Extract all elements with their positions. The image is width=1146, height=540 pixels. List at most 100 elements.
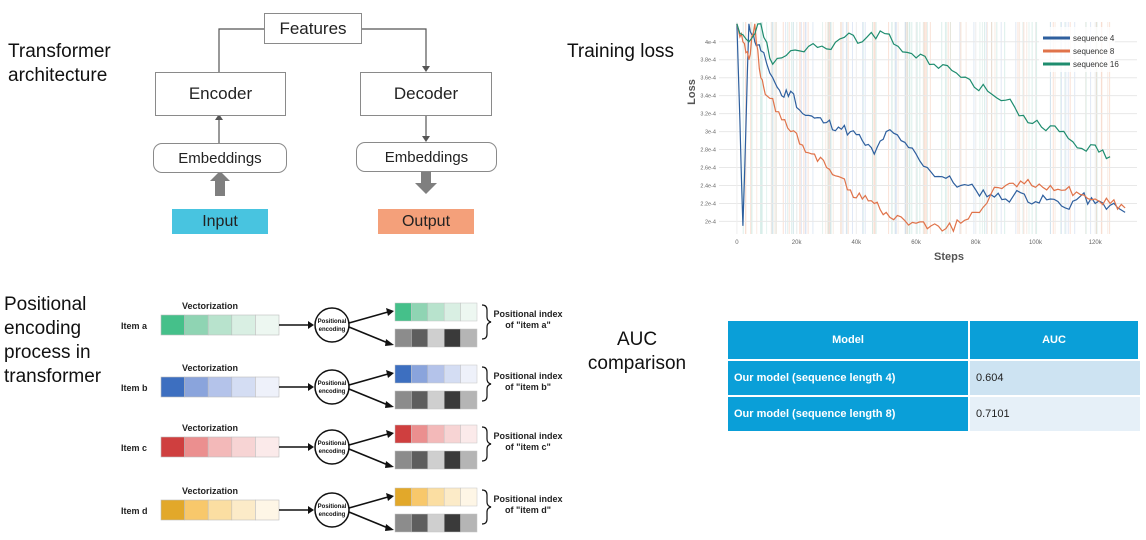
encoded-cell	[460, 364, 478, 384]
input-box: Input	[172, 209, 268, 234]
positional-index-label: Positional index	[493, 494, 562, 504]
position-cell	[411, 390, 429, 410]
brace-icon	[481, 489, 492, 525]
decoder-box: Decoder	[360, 72, 492, 116]
position-cell	[394, 513, 412, 533]
positional-row: Vectorization Item c Positional encoding Pos…	[121, 423, 563, 470]
y-axis-label: Loss	[686, 79, 698, 105]
item-label: Item a	[121, 321, 148, 331]
brace-icon	[481, 426, 492, 462]
encoding-node-label: encoding	[319, 512, 346, 518]
position-cell	[427, 390, 445, 410]
item-label: Item b	[121, 383, 148, 393]
y-tick-label: 2e-4	[705, 219, 716, 225]
series-line	[736, 23, 1111, 160]
encoding-node-label: encoding	[319, 389, 346, 395]
encoded-cell	[411, 364, 429, 384]
position-cell	[443, 390, 461, 410]
position-cell	[411, 450, 429, 470]
vector-cell	[207, 376, 233, 398]
x-tick-label: 100k	[1029, 240, 1043, 246]
vector-cell	[255, 499, 280, 521]
vector-cell	[184, 376, 209, 398]
position-cell	[460, 328, 478, 348]
y-tick-label: 3.6e-4	[700, 76, 716, 82]
position-cell	[411, 328, 429, 348]
x-tick-label: 0	[735, 240, 739, 246]
vectorization-label: Vectorization	[182, 423, 238, 433]
vector-cell	[255, 314, 280, 336]
y-tick-label: 3.4e-4	[700, 94, 716, 100]
encoding-node-label: Positional	[318, 381, 347, 387]
arrow-icon	[308, 321, 314, 329]
vector-cell	[231, 314, 256, 336]
vector-cell	[255, 376, 280, 398]
x-tick-label: 60k	[911, 240, 922, 246]
features-box: Features	[264, 13, 362, 44]
encoding-node-label: Positional	[318, 441, 347, 447]
vectorization-label: Vectorization	[182, 363, 238, 373]
brace-icon	[481, 366, 492, 402]
position-cell	[427, 450, 445, 470]
series-line	[736, 23, 1126, 226]
y-tick-label: 2.2e-4	[700, 201, 716, 207]
output-arrow-icon	[415, 171, 437, 194]
encoder-box: Encoder	[155, 72, 286, 116]
position-cell	[443, 450, 461, 470]
x-axis-label: Steps	[934, 251, 964, 263]
encoded-cell	[427, 364, 445, 384]
encoded-cell	[411, 424, 429, 444]
positional-row: Vectorization Item b Positional encoding Pos…	[121, 363, 563, 410]
position-cell	[394, 328, 412, 348]
vector-cell	[160, 436, 185, 458]
y-tick-label: 2.8e-4	[700, 148, 716, 154]
positional-index-of: of "item a"	[505, 320, 551, 330]
y-tick-label: 3.8e-4	[700, 58, 716, 64]
table-row: Our model (sequence length 8) 0.7101	[728, 395, 1140, 431]
architecture-title: Transformer architecture	[8, 41, 111, 86]
position-cell	[443, 513, 461, 533]
item-label: Item d	[121, 506, 148, 516]
auc-table-header: Model AUC	[728, 321, 1140, 359]
vector-cell	[184, 436, 209, 458]
positional-encoding-diagram: Vectorization Item a Positional encoding Pos…	[121, 301, 563, 533]
position-cell	[411, 513, 429, 533]
vector-cell	[231, 436, 256, 458]
arrow-icon	[308, 506, 314, 514]
brace-icon	[481, 304, 492, 340]
auc-row-value: 0.604	[970, 359, 1140, 395]
encoded-cell	[427, 302, 445, 322]
encoded-cell	[460, 424, 478, 444]
positional-row: Vectorization Item d Positional encoding Pos…	[121, 486, 563, 533]
auc-row-model: Our model (sequence length 4)	[728, 359, 970, 395]
table-row: Our model (sequence length 4) 0.604	[728, 359, 1140, 395]
y-tick-label: 2.6e-4	[700, 166, 716, 172]
encoded-cell	[443, 487, 461, 507]
positional-index-of: of "item b"	[505, 382, 551, 392]
y-tick-label: 4e-4	[705, 40, 716, 46]
x-tick-label: 20k	[792, 240, 803, 246]
x-tick-label: 120k	[1089, 240, 1103, 246]
vector-cell	[207, 314, 233, 336]
vector-cell	[160, 499, 185, 521]
y-tick-label: 3e-4	[705, 130, 716, 136]
position-cell	[460, 390, 478, 410]
position-cell	[394, 390, 412, 410]
auc-header-auc: AUC	[970, 321, 1140, 359]
vector-cell	[207, 499, 233, 521]
positional-row: Vectorization Item a Positional encoding Pos…	[121, 301, 563, 348]
legend-label: sequence 4	[1073, 34, 1115, 43]
positional-encoding-node	[314, 429, 350, 465]
vectorization-label: Vectorization	[182, 301, 238, 311]
position-cell	[460, 513, 478, 533]
vector-cell	[160, 314, 185, 336]
positional-encoding-node	[314, 492, 350, 528]
output-box: Output	[378, 209, 474, 234]
embeddings-right-box: Embeddings	[356, 142, 497, 172]
vector-cell	[184, 499, 209, 521]
encoded-cell	[443, 302, 461, 322]
auc-table: Model AUC Our model (sequence length 4) …	[728, 321, 1140, 431]
position-cell	[427, 513, 445, 533]
loss-title: Training loss	[567, 41, 675, 62]
training-loss-chart: 2e-4 2.2e-4 2.4e-4 2.6e-4 2.8e-4 3e-4 3.2e-4 3.…	[677, 12, 1139, 270]
